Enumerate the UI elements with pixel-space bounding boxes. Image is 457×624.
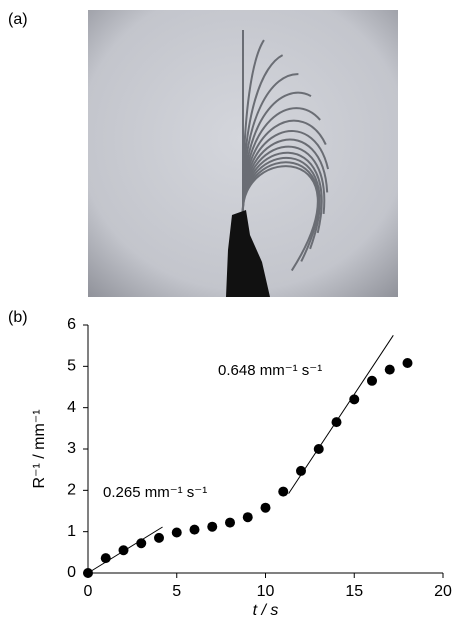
- data-point: [100, 553, 111, 564]
- y-tick-label: 3: [67, 440, 76, 457]
- photo: [88, 10, 398, 297]
- data-point: [118, 545, 129, 556]
- data-point: [313, 444, 324, 454]
- y-tick-label: 4: [67, 399, 76, 416]
- panel-label: (b): [8, 309, 28, 326]
- data-point: [278, 486, 289, 497]
- fiber: [241, 165, 319, 272]
- data-point: [171, 527, 182, 538]
- data-point: [225, 517, 235, 528]
- data-point: [207, 521, 218, 532]
- data-point: [384, 364, 395, 375]
- y-axis-label: R⁻¹ / mm⁻¹: [31, 409, 48, 488]
- data-point: [331, 417, 342, 428]
- fit-line: [288, 335, 394, 494]
- y-tick-label: 5: [67, 358, 76, 375]
- data-point: [83, 568, 93, 578]
- x-tick-label: 15: [345, 583, 363, 600]
- y-tick-label: 6: [67, 316, 76, 333]
- x-tick-label: 20: [434, 583, 452, 600]
- data-point: [349, 394, 360, 405]
- data-point: [242, 512, 253, 523]
- y-tick-label: 0: [67, 564, 76, 581]
- data-point: [136, 538, 147, 549]
- data-point: [189, 524, 200, 535]
- y-tick-label: 1: [67, 523, 76, 540]
- data-point: [296, 465, 306, 476]
- y-tick-label: 2: [67, 482, 76, 499]
- data-point: [402, 358, 413, 369]
- fit-annotation: 0.265 mm⁻¹ s⁻¹: [103, 484, 207, 501]
- clamp: [226, 210, 270, 297]
- data-point: [154, 532, 164, 543]
- panel-label: (a): [8, 11, 28, 28]
- x-tick-label: 10: [257, 583, 275, 600]
- x-tick-label: 0: [84, 583, 93, 600]
- x-axis-label: t / s: [253, 602, 279, 619]
- fit-annotation: 0.648 mm⁻¹ s⁻¹: [218, 362, 322, 379]
- x-tick-label: 5: [172, 583, 181, 600]
- data-point: [367, 375, 377, 386]
- data-point: [260, 502, 271, 513]
